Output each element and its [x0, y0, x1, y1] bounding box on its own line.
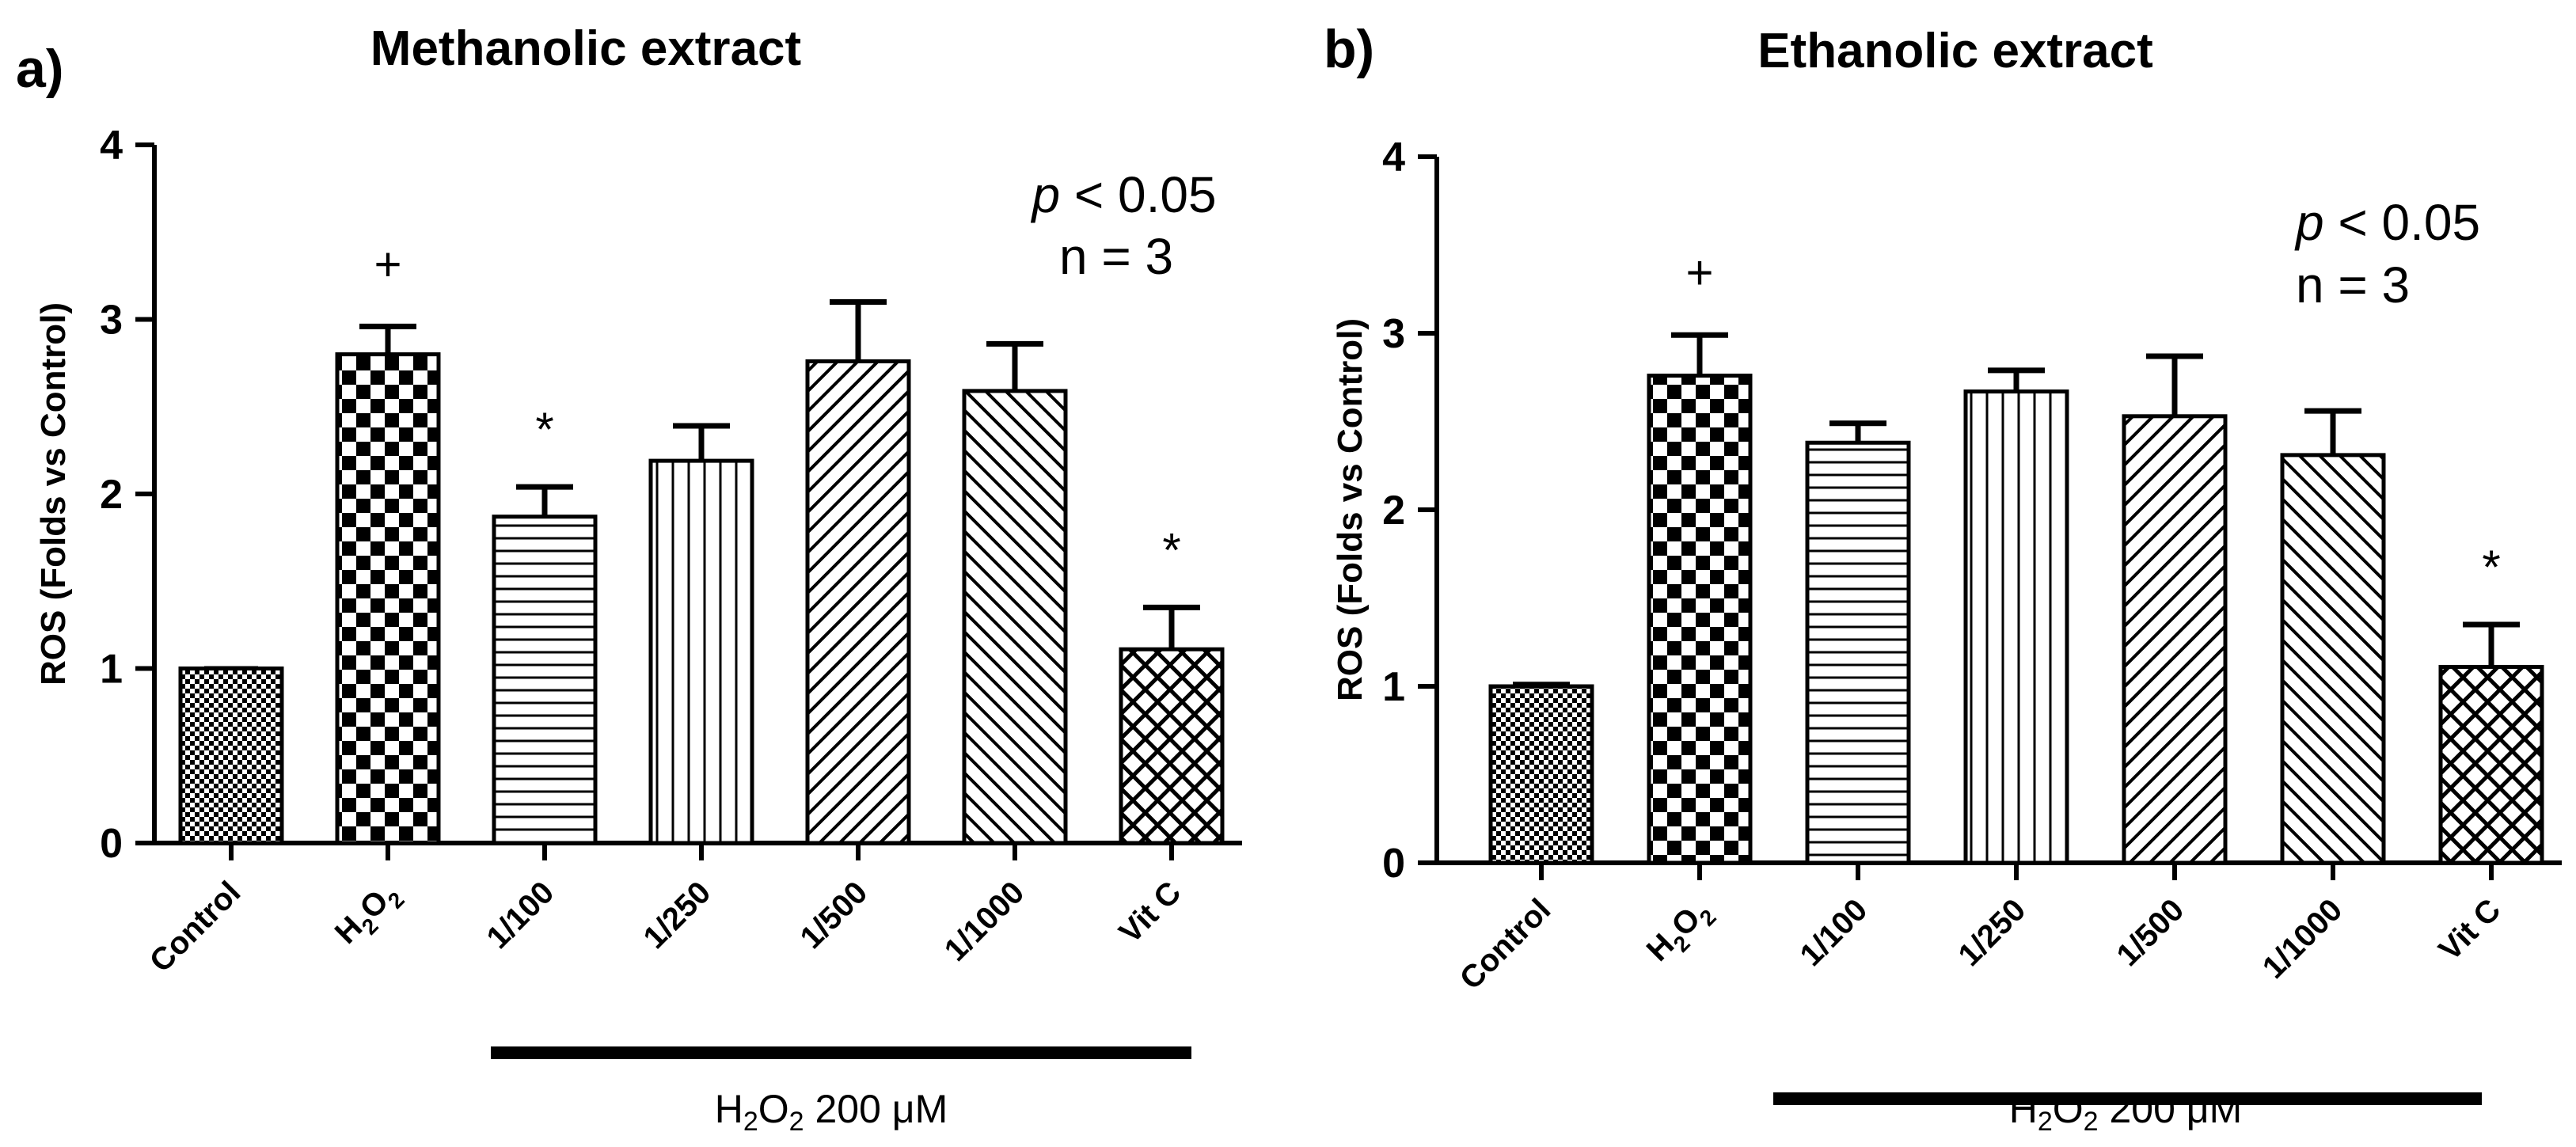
bar-1-250	[648, 458, 754, 845]
p-value-text: < 0.05	[1060, 166, 1217, 223]
bar-1-1000	[962, 389, 1068, 845]
p-value-text: < 0.05	[2324, 194, 2481, 251]
bar-1-100	[1805, 440, 1911, 865]
group-label-sub: 2	[2084, 1107, 2099, 1137]
category-label: Control	[143, 875, 248, 979]
category-label: 1/500	[793, 875, 874, 955]
y-tick-label: 2	[100, 472, 123, 518]
category-label: Vit C	[2432, 892, 2507, 967]
group-label-part: 200 μM	[2099, 1087, 2243, 1131]
group-label: H2O2 200 μM	[715, 1087, 948, 1137]
y-axis-label: ROS (Folds vs Control)	[34, 302, 73, 686]
group-label: H2O2 200 μM	[2009, 1087, 2243, 1137]
category-label: H2O2	[1640, 892, 1721, 973]
chart-title: Ethanolic extract	[1757, 24, 2153, 78]
asterisk-marker: *	[535, 403, 553, 456]
bar-control	[178, 667, 284, 845]
p-value-annotation: p < 0.05	[2294, 194, 2480, 251]
bar-1-250	[1963, 389, 2069, 865]
y-tick-label: 0	[1382, 841, 1405, 887]
category-label: 1/250	[636, 875, 717, 955]
p-value-italic: p	[1030, 166, 1060, 223]
y-axis-label: ROS (Folds vs Control)	[1331, 318, 1370, 701]
y-tick-label: 1	[1382, 664, 1405, 710]
category-label: 1/100	[1793, 892, 1874, 973]
bar-control	[1488, 684, 1594, 865]
bar-h2o2	[1647, 374, 1753, 865]
group-label-part: H	[715, 1087, 743, 1131]
category-label: H2O2	[329, 875, 409, 955]
bar-1-1000	[2280, 453, 2386, 865]
bar-h2o2	[335, 352, 441, 845]
category-label: Control	[1453, 892, 1558, 997]
chart-title: Methanolic extract	[370, 21, 801, 76]
y-tick-label: 3	[100, 298, 123, 344]
chart-panel-b: b) Ethanolic extract ROS (Folds vs Control…	[1324, 19, 2562, 1137]
plus-marker: +	[1685, 246, 1713, 299]
y-tick-label: 4	[1382, 135, 1405, 180]
bar-1-500	[805, 359, 911, 845]
group-label-part: O	[2053, 1087, 2084, 1131]
category-label: 1/250	[1951, 892, 2032, 973]
chart-panel-a: a) Methanolic extract ROS (Folds vs Contro…	[16, 21, 1242, 1137]
panel-label: a)	[16, 39, 63, 99]
asterisk-marker: *	[2482, 541, 2500, 594]
group-label-part: H	[2009, 1087, 2038, 1131]
category-label: 1/500	[2110, 892, 2190, 973]
n-annotation: n = 3	[2296, 256, 2410, 313]
category-label: 1/1000	[2256, 892, 2350, 986]
bar-vit-c	[1119, 647, 1225, 845]
y-tick-label: 0	[100, 821, 123, 867]
p-value-annotation: p < 0.05	[1030, 166, 1216, 223]
y-tick-label: 4	[100, 123, 123, 169]
category-label: 1/1000	[938, 875, 1032, 968]
category-label: 1/100	[480, 875, 560, 955]
group-label-sub: 2	[789, 1107, 804, 1137]
panel-label: b)	[1324, 19, 1374, 79]
n-annotation: n = 3	[1059, 228, 1173, 285]
category-label: Vit C	[1112, 875, 1187, 950]
bar-vit-c	[2438, 664, 2544, 865]
asterisk-marker: *	[1162, 523, 1180, 576]
y-tick-label: 2	[1382, 488, 1405, 534]
group-label-part: 200 μM	[804, 1087, 948, 1131]
group-label-sub: 2	[2038, 1107, 2053, 1137]
y-tick-label: 1	[100, 647, 123, 693]
y-tick-label: 3	[1382, 311, 1405, 357]
group-label-part: O	[758, 1087, 789, 1131]
bar-1-500	[2122, 414, 2228, 865]
bar-1-100	[492, 515, 598, 845]
p-value-italic: p	[2294, 194, 2324, 251]
group-label-sub: 2	[743, 1107, 758, 1137]
plus-marker: +	[374, 237, 401, 291]
